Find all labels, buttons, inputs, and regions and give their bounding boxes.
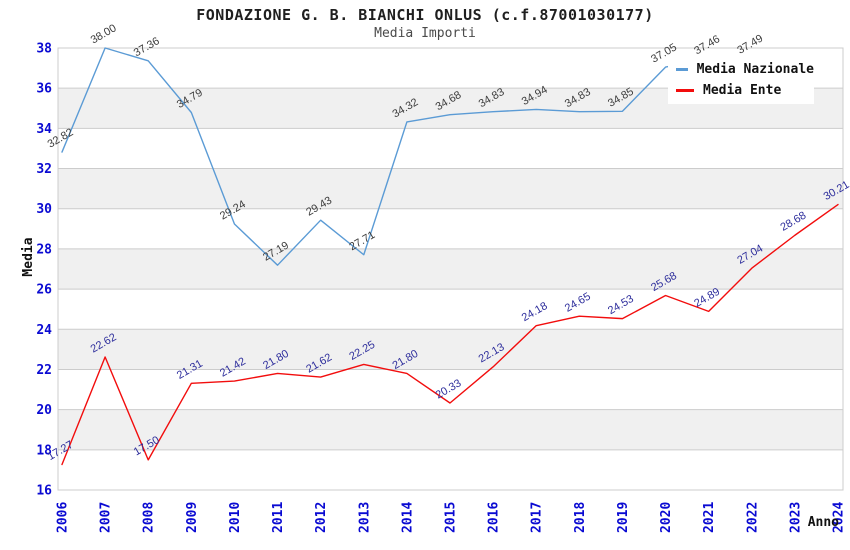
x-tick-label: 2011 [271, 502, 286, 533]
media-nazionale-line-swatch [676, 68, 688, 71]
x-tick-label: 2018 [573, 502, 588, 533]
media-nazionale-line [61, 47, 753, 266]
y-tick-label: 18 [36, 443, 52, 458]
y-tick-label: 28 [36, 242, 52, 257]
y-tick-label: 20 [36, 403, 52, 418]
x-tick-label: 2024 [832, 502, 847, 533]
y-tick-label: 24 [36, 323, 52, 338]
x-tick-label: 2015 [444, 502, 459, 533]
x-tick-label: 2021 [702, 502, 717, 533]
x-tick-label: 2009 [185, 502, 200, 533]
x-tick-label: 2020 [659, 502, 674, 533]
y-tick-label: 38 [36, 42, 52, 57]
y-tick-label: 36 [36, 82, 52, 97]
x-tick-label: 2019 [616, 502, 631, 533]
legend-label-media-nazionale: Media Nazionale [696, 62, 814, 77]
grid-band [58, 248, 843, 290]
media-ente-line-swatch [676, 89, 694, 92]
x-tick-label: 2010 [228, 502, 243, 533]
y-tick-label: 16 [36, 484, 52, 499]
y-axis-title: Media [21, 237, 36, 277]
grid-band [58, 329, 843, 370]
y-tick-label: 32 [36, 162, 52, 177]
x-tick-label: 2023 [788, 502, 803, 533]
plot-border [57, 47, 844, 491]
legend-label-media-ente: Media Ente [703, 83, 782, 98]
y-tick-label: 26 [36, 283, 52, 298]
x-tick-label: 2007 [99, 502, 114, 533]
media-ente-line [61, 203, 839, 466]
x-tick-label: 2016 [487, 502, 502, 533]
legend-item-media-nazionale: Media Nazionale [676, 62, 814, 77]
x-tick-label: 2022 [745, 502, 760, 533]
x-tick-label: 2014 [400, 502, 415, 533]
x-tick-label: 2013 [357, 502, 372, 533]
y-tick-label: 22 [36, 363, 52, 378]
x-axis-title: Anno [807, 515, 839, 530]
grid-band [58, 168, 843, 209]
grid-band [58, 409, 843, 450]
x-tick-label: 2012 [314, 502, 329, 533]
chart-title: FONDAZIONE G. B. BIANCHI ONLUS (c.f.8700… [196, 6, 654, 24]
x-tick-label: 2008 [142, 502, 157, 533]
x-tick-label: 2006 [56, 502, 71, 533]
x-tick-label: 2017 [530, 502, 545, 533]
legend: Media Nazionale Media Ente [668, 56, 814, 104]
y-tick-label: 30 [36, 202, 52, 217]
legend-item-media-ente: Media Ente [676, 83, 814, 98]
chart-subtitle: Media Importi [374, 26, 476, 41]
y-tick-label: 34 [36, 122, 52, 137]
